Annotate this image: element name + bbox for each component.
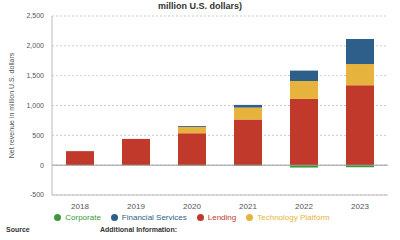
svg-text:2,000: 2,000 <box>26 42 44 49</box>
svg-text:2019: 2019 <box>127 202 145 211</box>
html-text:Additional Information:: Additional Information: <box>100 226 177 233</box>
svg-text:2023: 2023 <box>351 202 369 211</box>
html-text:Corporate: Corporate <box>65 213 101 222</box>
svg-text:1,500: 1,500 <box>26 72 44 79</box>
svg-text:2020: 2020 <box>183 202 201 211</box>
svg-text:2021: 2021 <box>239 202 257 211</box>
html-text:Financial Services: Financial Services <box>121 213 187 222</box>
svg-text:2018: 2018 <box>71 202 89 211</box>
html-text:Lending: Lending <box>207 213 237 222</box>
html-text:million U.S. dollars): million U.S. dollars) <box>158 1 242 11</box>
svg-text:0: 0 <box>40 162 44 169</box>
svg-text:2022: 2022 <box>295 202 313 211</box>
svg-text:2,500: 2,500 <box>26 12 44 19</box>
svg-text:1,000: 1,000 <box>26 102 44 109</box>
html-text:Technology Platform: Technology Platform <box>257 213 330 222</box>
svg-text:Net revenue in million U.S. do: Net revenue in million U.S. dollars <box>8 52 15 158</box>
svg-text:500: 500 <box>32 132 44 139</box>
html-text:Source: Source <box>6 226 30 233</box>
svg-text:-500: -500 <box>30 191 44 198</box>
